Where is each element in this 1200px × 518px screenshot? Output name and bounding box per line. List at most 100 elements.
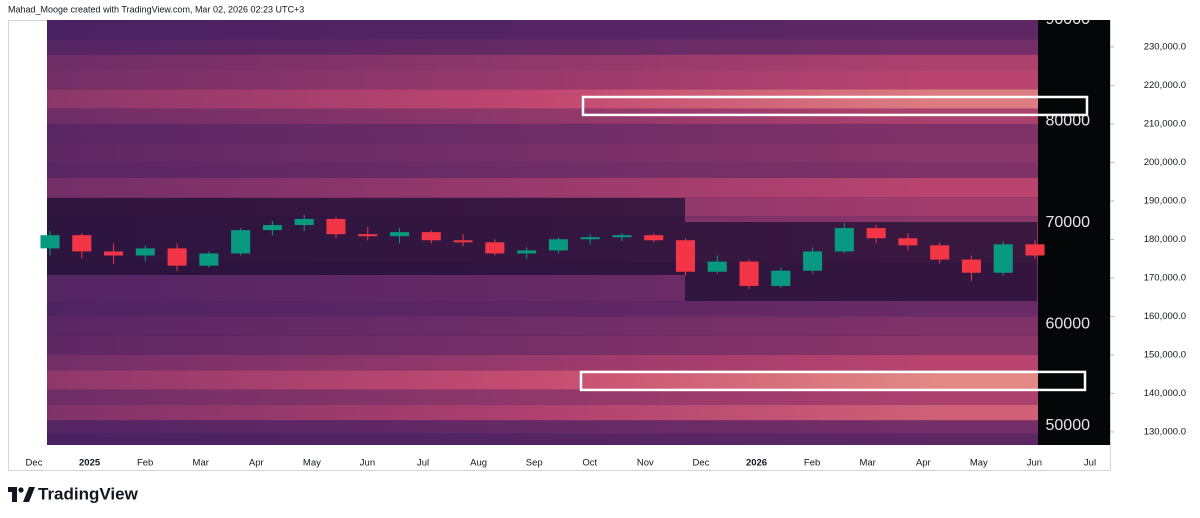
candle-body [421, 232, 441, 241]
brand-logo [8, 487, 35, 502]
candle-body [294, 218, 314, 226]
heat-band [47, 89, 1038, 109]
heat-band [47, 123, 1038, 144]
highlight-boxes [579, 95, 1089, 392]
y-tick-label: 210,000.0 [1144, 118, 1186, 129]
x-tick-label: Mar [193, 458, 209, 469]
candle-body [612, 235, 632, 238]
candle-body [930, 245, 950, 260]
highlight-box [579, 370, 1087, 392]
heat-band [47, 143, 1038, 163]
candle-body [104, 251, 124, 256]
x-tick-label: May [303, 458, 321, 469]
overlay-tick-label: 60000 [1046, 316, 1091, 333]
attribution: Mahad_Mooge created with TradingView.com… [8, 4, 304, 14]
candle-body [548, 239, 568, 251]
x-tick-label: Dec [26, 458, 43, 469]
heat-band [47, 39, 1038, 55]
overlay-tick-label: 50000 [1046, 417, 1091, 434]
x-tick-label: Feb [804, 458, 820, 469]
candle-body [389, 232, 410, 237]
heat-band [47, 54, 1038, 71]
highlight-box [581, 95, 1089, 117]
heat-band [47, 389, 1038, 405]
heat-band [47, 354, 1038, 371]
overlay-tick-label: 70000 [1046, 214, 1091, 231]
candle-body [1025, 244, 1045, 256]
x-tick-label: Feb [137, 458, 153, 469]
heat-band [47, 20, 1038, 40]
candle-body [644, 235, 664, 241]
y-tick-label: 220,000.0 [1144, 80, 1186, 91]
price-zone [685, 222, 1037, 301]
candle-body [326, 218, 346, 235]
candle-body [898, 238, 918, 246]
y-tick-label: 230,000.0 [1144, 41, 1186, 52]
heat-band [47, 162, 1038, 178]
y-tick-label: 140,000.0 [1144, 388, 1186, 399]
candle-body [993, 244, 1013, 273]
axes: 130,000.0 140,000.0 150,000.0 160,000.0 170,… [26, 41, 1186, 468]
x-tick-label: Mar [859, 458, 875, 469]
candle-body [803, 251, 823, 271]
x-tick-label: Jul [1084, 458, 1096, 469]
brand: TradingView [38, 484, 139, 503]
candle-body [707, 261, 727, 272]
x-tick-label: Aug [470, 458, 487, 469]
price-zone [47, 198, 685, 275]
x-tick-label: Oct [582, 458, 597, 469]
x-tick-label: 2026 [746, 458, 767, 469]
heat-band [47, 433, 1038, 445]
heat-band [47, 420, 1038, 434]
x-tick-label: Dec [692, 458, 709, 469]
x-tick-label: Apr [916, 458, 931, 469]
x-tick-label: Jul [417, 458, 429, 469]
candle-body [580, 237, 600, 240]
x-tick-label: 2025 [79, 458, 101, 469]
heat-band [47, 301, 1038, 317]
y-tick-label: 200,000.0 [1144, 157, 1186, 168]
overlay-tick-label: 90000 [1046, 11, 1091, 28]
candle-body [231, 230, 251, 254]
x-tick-label: Jun [360, 458, 375, 469]
candle-body [675, 240, 696, 272]
candle-body [961, 259, 981, 273]
candle-body [485, 242, 505, 254]
heat-band [47, 108, 1038, 124]
x-tick-label: Apr [249, 458, 264, 469]
y-tick-label: 150,000.0 [1144, 349, 1186, 360]
heat-band [47, 370, 1038, 390]
x-tick-label: Nov [637, 458, 654, 469]
candle-body [135, 248, 155, 256]
heat-band [47, 316, 1038, 336]
y-tick-label: 170,000.0 [1144, 272, 1186, 283]
candle-body [262, 225, 282, 231]
candle-body [167, 248, 187, 266]
candles [40, 214, 1045, 289]
x-tick-label: May [970, 458, 988, 469]
candle-body [517, 250, 537, 254]
candle-body [771, 270, 791, 286]
candle-body [739, 261, 759, 286]
heat-band [47, 404, 1038, 421]
candle-body [453, 240, 473, 243]
x-tick-label: Jun [1027, 458, 1042, 469]
x-tick-label: Sep [526, 458, 543, 469]
heat-band [47, 335, 1038, 355]
overlay-scale: 50000 60000 70000 80000 90000 [1046, 11, 1091, 434]
future-zone [1038, 20, 1110, 445]
y-tick-label: 130,000.0 [1144, 426, 1186, 437]
candle-body [358, 234, 378, 237]
candle-body [40, 235, 60, 249]
candle-body [834, 228, 854, 252]
heat-band [47, 177, 1038, 198]
candle-body [866, 228, 886, 239]
y-tick-label: 160,000.0 [1144, 311, 1186, 322]
candle-body [199, 253, 219, 266]
overlay-tick-label: 80000 [1046, 113, 1091, 130]
candle-body [72, 235, 92, 252]
heat-band [47, 70, 1038, 90]
y-tick-label: 190,000.0 [1144, 195, 1186, 206]
